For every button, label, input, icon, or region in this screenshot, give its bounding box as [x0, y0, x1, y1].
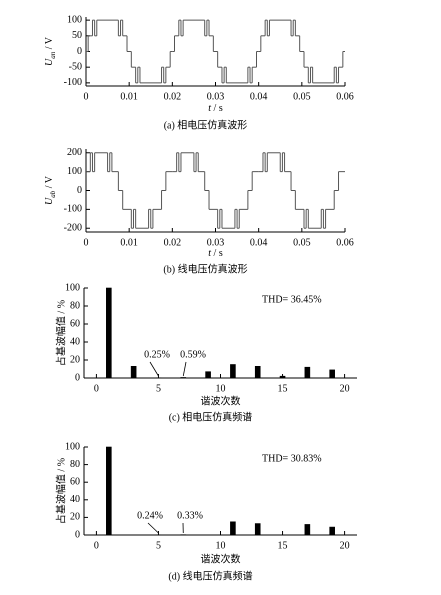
y-tick-label: 60	[70, 318, 80, 329]
bar	[254, 365, 261, 379]
y-axis-label: Uan / V	[44, 36, 56, 66]
bar	[279, 375, 286, 379]
y-tick-label: 0	[77, 46, 82, 57]
y-tick-label: 20	[70, 354, 80, 365]
y-tick-label: -100	[64, 77, 82, 88]
x-tick-label: 10	[216, 383, 226, 394]
x-tick-label: 0.05	[293, 91, 311, 102]
y-tick-label: 60	[70, 476, 80, 487]
y-axis-label: 占基波幅值 / %	[54, 458, 67, 524]
x-axis-label: 谐波次数	[201, 394, 241, 407]
x-tick-label: 5	[156, 540, 161, 551]
annotation-pointer	[182, 361, 187, 377]
y-tick-label: -200	[64, 223, 82, 234]
x-tick-label: 0	[84, 91, 89, 102]
annotation: 0.33%	[177, 510, 203, 521]
y-axis-label-unit: / V	[44, 36, 55, 52]
x-tick-label: 0.06	[336, 237, 354, 248]
x-tick-label: 0.01	[120, 91, 138, 102]
bar	[106, 287, 112, 379]
bar	[304, 524, 311, 536]
x-tick-label: 0.05	[293, 237, 311, 248]
y-axis-label-subscript: ab	[49, 190, 57, 198]
bar	[106, 446, 112, 536]
x-tick-label: 20	[340, 540, 350, 551]
caption: (c) 相电压仿真频谱	[169, 410, 253, 423]
y-tick-label: -50	[69, 61, 82, 72]
annotation: THD= 30.83%	[262, 453, 322, 464]
bar	[230, 364, 236, 379]
x-tick-label: 0.02	[164, 91, 182, 102]
x-tick-label: 0.03	[207, 237, 225, 248]
bar	[254, 523, 261, 536]
annotation: 0.24%	[137, 510, 163, 521]
x-tick-label: 0	[94, 540, 99, 551]
y-tick-label: 40	[70, 336, 80, 347]
x-axis-label: t / s	[208, 248, 223, 259]
bar	[329, 369, 335, 379]
x-tick-label: 15	[278, 383, 288, 394]
x-tick-label: 0.06	[336, 91, 354, 102]
y-tick-label: 100	[65, 441, 80, 452]
bar	[329, 526, 335, 536]
y-axis-label-symbol: U	[44, 197, 55, 205]
x-tick-label: 0.03	[207, 91, 225, 102]
y-tick-label: 100	[65, 282, 80, 293]
y-tick-label: 80	[70, 300, 80, 311]
y-tick-label: -100	[64, 204, 82, 215]
caption: (a) 相电压仿真波形	[164, 118, 248, 131]
annotation: THD= 36.45%	[262, 294, 322, 305]
bar	[304, 366, 311, 379]
x-axis-label: 谐波次数	[201, 552, 241, 565]
annotation: 0.25%	[144, 349, 170, 360]
caption: (b) 线电压仿真波形	[163, 262, 247, 275]
annotation: 0.59%	[180, 349, 206, 360]
x-tick-label: 10	[216, 540, 226, 551]
x-tick-label: 0.04	[250, 91, 268, 102]
bar	[130, 365, 137, 379]
y-tick-label: 40	[70, 494, 80, 505]
y-tick-label: 0	[75, 529, 80, 540]
y-axis-label: Uab / V	[44, 175, 56, 205]
y-tick-label: 80	[70, 459, 80, 470]
annotation-pointer	[149, 361, 159, 377]
x-tick-label: 0	[84, 237, 89, 248]
y-tick-label: 20	[70, 512, 80, 523]
x-axis-label-symbol: t	[208, 103, 211, 114]
caption: (d) 线电压仿真频谱	[168, 569, 252, 582]
y-axis-label-symbol: U	[44, 58, 55, 66]
x-tick-label: 0.02	[164, 237, 182, 248]
y-tick-label: 100	[67, 166, 82, 177]
bar	[205, 371, 211, 379]
bar	[180, 377, 187, 379]
x-axis-label-unit: / s	[211, 103, 223, 114]
y-axis-label-subscript: an	[49, 51, 57, 59]
annotation-pointer	[147, 522, 159, 534]
x-tick-label: 0	[94, 383, 99, 394]
y-tick-label: 0	[75, 372, 80, 383]
x-tick-label: 0.01	[120, 237, 138, 248]
x-tick-label: 20	[340, 383, 350, 394]
x-tick-label: 0.04	[250, 237, 268, 248]
y-tick-label: 50	[72, 30, 82, 41]
bar	[230, 521, 236, 536]
y-tick-label: 200	[67, 147, 82, 158]
y-tick-label: 0	[77, 185, 82, 196]
x-axis-label-symbol: t	[208, 248, 211, 259]
x-tick-label: 5	[156, 383, 161, 394]
y-axis-label-unit: / V	[44, 175, 55, 191]
y-tick-label: 100	[67, 14, 82, 25]
x-axis-label-unit: / s	[211, 248, 223, 259]
x-axis-label: t / s	[208, 103, 223, 114]
x-tick-label: 15	[278, 540, 288, 551]
y-axis-label: 占基波幅值 / %	[54, 300, 67, 366]
